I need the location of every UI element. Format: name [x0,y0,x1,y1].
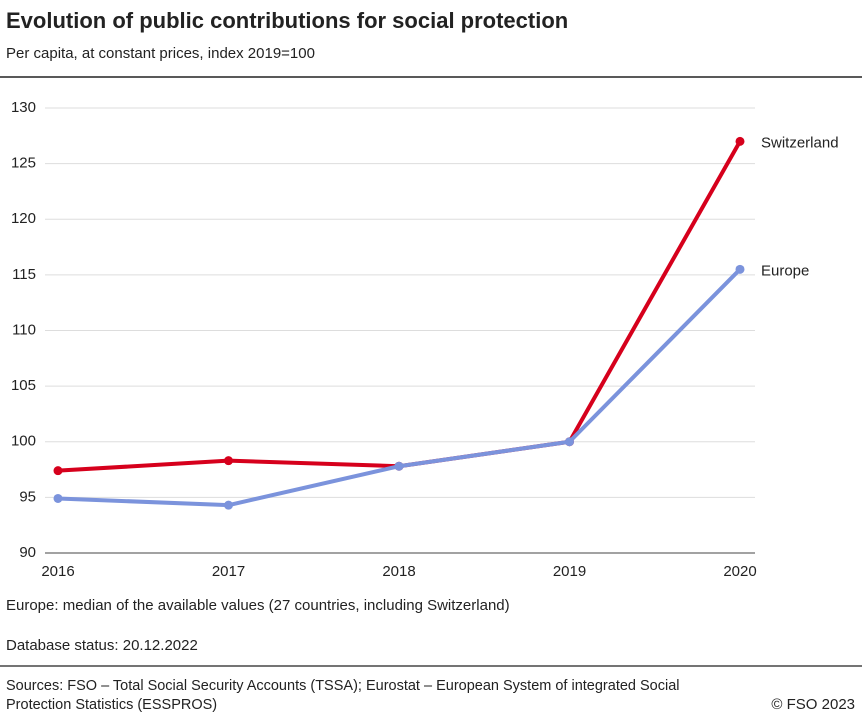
point [224,456,233,466]
x-tick-label: 2017 [212,563,245,580]
y-tick-label: 95 [19,488,36,505]
source: Sources: FSO – Total Social Security Acc… [6,678,680,713]
x-tick-label: 2019 [553,563,586,580]
y-tick-label: 120 [11,210,36,227]
series-label: Switzerland [761,134,839,151]
point [53,466,63,476]
point [735,264,745,274]
x-tick-label: 2020 [723,563,756,580]
point [394,461,404,471]
series-label: Europe [761,262,809,279]
chart-subtitle: Per capita, at constant prices, index 20… [6,45,315,62]
copyright: © FSO 2023 [771,696,855,713]
y-tick-label: 130 [11,99,36,116]
point [224,500,233,510]
y-tick-label: 125 [11,155,36,172]
y-tick-label: 110 [12,321,36,338]
point [735,136,745,146]
x-tick-label: 2018 [382,563,415,580]
note: Europe: median of the available values (… [6,597,510,614]
x-tick-label: 2016 [41,563,74,580]
y-tick-label: 100 [11,433,36,450]
database-status: Database status: 20.12.2022 [6,637,198,654]
point [565,437,574,447]
y-tick-label: 105 [11,377,36,394]
point [53,493,63,503]
series-line [57,140,742,473]
chart-title: Evolution of public contributions for so… [6,8,568,33]
y-tick-label: 90 [19,544,36,561]
y-tick-label: 115 [12,266,36,283]
